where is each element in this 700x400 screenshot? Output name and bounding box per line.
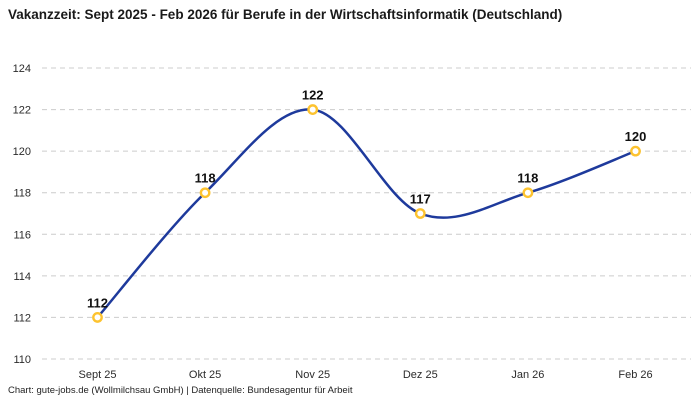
- x-tick-label: Dez 25: [403, 369, 438, 381]
- data-point-marker[interactable]: [199, 187, 211, 199]
- data-point-label: 112: [87, 295, 108, 310]
- data-point-marker[interactable]: [630, 145, 641, 157]
- chart-footer: Chart: gute-jobs.de (Wollmilchsau GmbH) …: [8, 385, 353, 396]
- x-tick-label: Feb 26: [618, 369, 652, 381]
- y-tick-label: 116: [13, 229, 31, 241]
- y-tick-label: 112: [13, 312, 31, 324]
- y-tick-label: 122: [13, 105, 31, 117]
- y-tick-label: 118: [13, 188, 31, 200]
- chart-title: Vakanzzeit: Sept 2025 - Feb 2026 für Ber…: [8, 7, 563, 22]
- x-tick-label: Okt 25: [189, 369, 221, 381]
- x-tick-label: Jan 26: [511, 369, 544, 381]
- x-tick-label: Sept 25: [79, 369, 117, 381]
- data-point-label: 117: [410, 192, 431, 207]
- data-point-marker[interactable]: [522, 187, 534, 199]
- y-tick-label: 114: [13, 271, 31, 283]
- data-point-marker[interactable]: [414, 208, 426, 219]
- data-point-label: 118: [195, 171, 216, 186]
- y-tick-label: 110: [13, 354, 31, 366]
- line-series: [96, 108, 637, 319]
- y-tick-label: 124: [13, 63, 31, 75]
- data-point-marker[interactable]: [92, 312, 103, 323]
- data-point-marker[interactable]: [307, 104, 319, 115]
- data-point-label: 122: [302, 88, 324, 103]
- data-point-label: 118: [517, 171, 538, 186]
- y-tick-label: 120: [13, 146, 31, 158]
- data-point-label: 120: [625, 129, 647, 144]
- x-tick-label: Nov 25: [295, 369, 330, 381]
